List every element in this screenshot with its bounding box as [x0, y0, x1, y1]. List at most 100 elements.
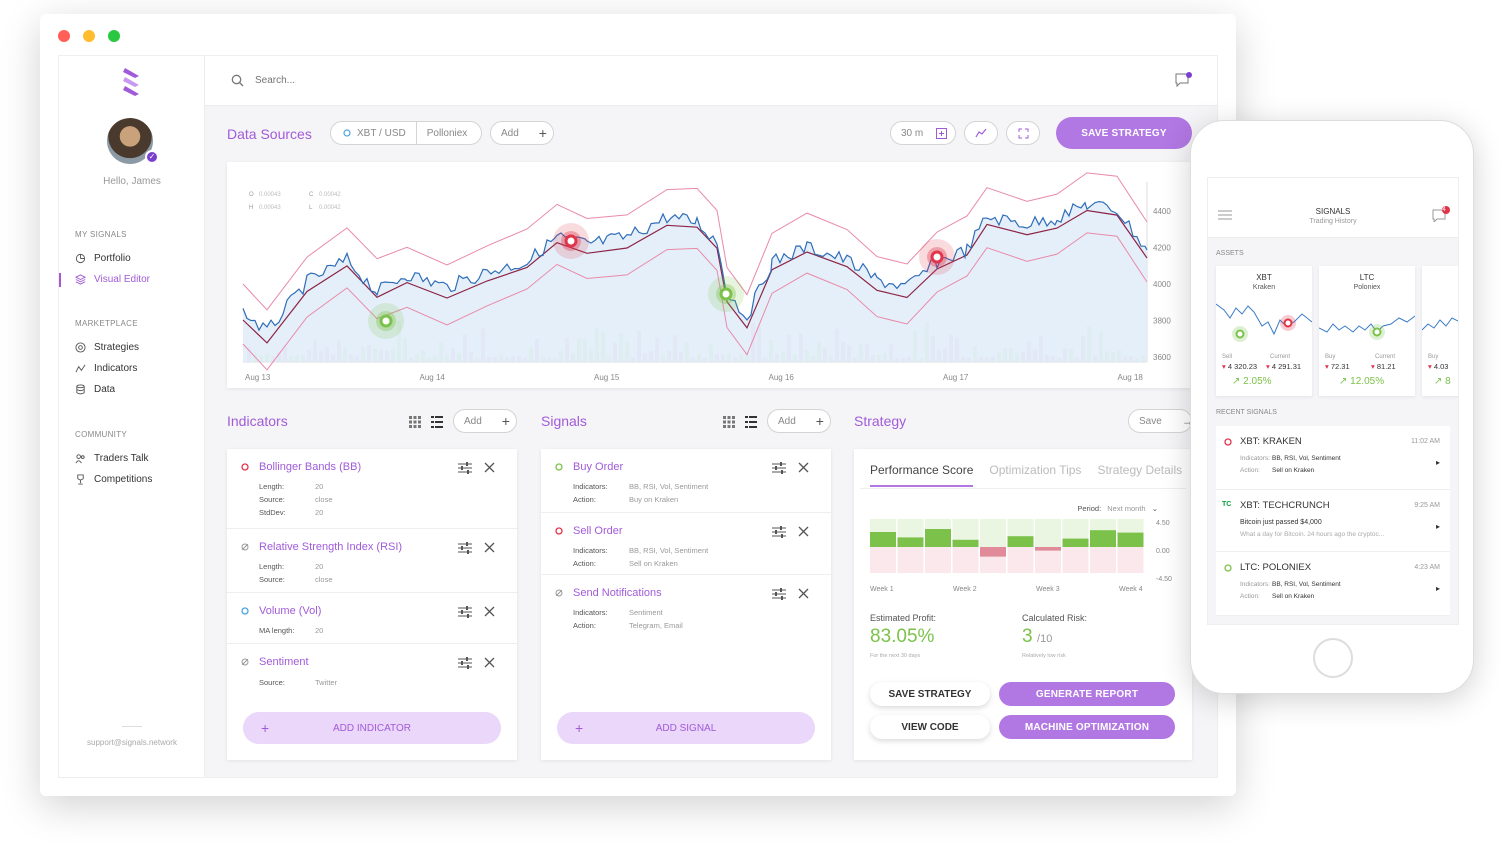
chart-type-button[interactable] — [964, 121, 998, 145]
sidebar-item-competitions[interactable]: Competitions — [75, 474, 152, 485]
search-input[interactable] — [255, 71, 555, 89]
close-icon[interactable] — [798, 526, 809, 537]
price-chart[interactable]: O 0.00043 C 0.00042 H 0.00043 L 0.00042 Aug 13 Au… — [227, 162, 1192, 388]
close-icon[interactable] — [484, 606, 495, 617]
list-item[interactable]: Sell Order Indicators: BB, RSI, Vol, Sent… — [541, 513, 831, 575]
strategy-save-button[interactable]: Save → — [1128, 409, 1194, 433]
grid-view-icon[interactable] — [409, 416, 421, 428]
list-item[interactable]: LTC: POLONIEX 4:23 AM Indicators: BB, RSI… — [1216, 552, 1450, 616]
verified-icon: ✓ — [145, 150, 159, 164]
tab-optimization-tips[interactable]: Optimization Tips — [989, 463, 1082, 477]
signal-name: Send Notifications — [573, 587, 662, 599]
list-item[interactable]: TC XBT: TECHCRUNCH 9:25 AM Bitcoin just … — [1216, 490, 1450, 552]
y-tick-label: 0.00 — [1156, 548, 1170, 555]
price-chart-card: O 0.00043 C 0.00042 H 0.00043 L 0.00042 Aug 13 Au… — [227, 162, 1192, 388]
bar-background-negative — [1062, 547, 1089, 573]
sidebar-item-visual-editor[interactable]: Visual Editor — [75, 274, 150, 285]
save-strategy-button[interactable]: SAVE STRATEGY — [1056, 117, 1192, 149]
bar-background-negative — [897, 547, 924, 573]
settings-sliders-icon[interactable] — [458, 606, 472, 618]
add-indicator-pill[interactable]: Add + — [453, 409, 517, 433]
close-window-button[interactable] — [58, 30, 70, 42]
chat-icon[interactable] — [1175, 72, 1193, 88]
close-icon[interactable] — [798, 462, 809, 473]
bar-background-negative — [1035, 547, 1061, 573]
settings-sliders-icon[interactable] — [458, 462, 472, 474]
period-label: Period: — [1077, 504, 1102, 513]
bar-background-positive — [1035, 519, 1061, 547]
kv-row: Length: 20 — [259, 482, 323, 491]
recent-signals-label: RECENT SIGNALS — [1216, 409, 1277, 416]
week-label: Week 1 — [870, 586, 894, 593]
list-item[interactable]: Relative Strength Index (RSI) Length: 20 … — [227, 529, 517, 593]
sidebar-item-indicators[interactable]: Indicators — [75, 363, 137, 374]
pair-selector[interactable]: XBT / USD Polloniex — [330, 121, 482, 145]
settings-sliders-icon[interactable] — [772, 462, 786, 474]
kv-row: Indicators: BB, RSI, Vol, Sentiment — [1240, 581, 1341, 588]
kv-value: close — [315, 495, 333, 504]
grid-view-icon[interactable] — [723, 416, 735, 428]
asset-card[interactable]: XBT Kraken Sell Current ▾ 4 320.23 ▾ 4 2… — [1216, 266, 1312, 396]
close-icon[interactable] — [484, 542, 495, 553]
kv-value: Buy on Kraken — [629, 495, 679, 504]
settings-sliders-icon[interactable] — [458, 657, 472, 669]
ohlc-value-c: 0.00042 — [319, 192, 341, 198]
exchange-label[interactable]: Polloniex — [426, 127, 468, 139]
add-signal-pill[interactable]: Add + — [767, 409, 831, 433]
generate-report-button[interactable]: GENERATE REPORT — [999, 682, 1175, 706]
data-sources-title: Data Sources — [227, 126, 312, 142]
caret-right-icon[interactable]: ▸ — [1435, 522, 1440, 531]
list-item[interactable]: Bollinger Bands (BB) Length: 20 Source: cl… — [227, 449, 517, 529]
settings-sliders-icon[interactable] — [772, 526, 786, 538]
caret-right-icon[interactable]: ▸ — [1435, 584, 1440, 593]
tab-strategy-details[interactable]: Strategy Details — [1097, 463, 1183, 477]
save-strategy-secondary-button[interactable]: SAVE STRATEGY — [870, 682, 990, 706]
close-icon[interactable] — [484, 657, 495, 668]
machine-optimization-button[interactable]: MACHINE OPTIMIZATION — [999, 715, 1175, 739]
list-view-icon[interactable] — [431, 416, 443, 428]
support-email[interactable]: support@signals.network — [87, 738, 177, 747]
list-item[interactable]: Buy Order Indicators: BB, RSI, Vol, Senti… — [541, 449, 831, 513]
kv-row: Indicators: BB, RSI, Vol, Sentiment — [573, 482, 708, 491]
view-code-button[interactable]: VIEW CODE — [870, 715, 990, 739]
indicators-title: Indicators — [227, 413, 288, 429]
asset-value-1: ▾ 4 320.23 — [1222, 362, 1257, 371]
chat-icon[interactable] — [1432, 206, 1450, 222]
close-icon[interactable] — [484, 462, 495, 473]
kv-row: Indicators: Sentiment — [573, 608, 663, 617]
interval-selector[interactable]: 30 m — [890, 121, 956, 145]
list-item[interactable]: Sentiment Source: Twitter — [227, 644, 517, 696]
list-item[interactable]: Volume (Vol) MA length: 20 — [227, 593, 517, 644]
signal-name: Sell Order — [573, 525, 623, 537]
fullscreen-button[interactable] — [1006, 121, 1040, 145]
close-icon[interactable] — [798, 588, 809, 599]
minimize-window-button[interactable] — [83, 30, 95, 42]
caret-right-icon[interactable]: ▸ — [1435, 458, 1440, 467]
sidebar-item-data[interactable]: Data — [75, 384, 115, 395]
asset-card[interactable]: Buy ▾ 4.03 ↗ 8 — [1422, 266, 1458, 396]
period-selector[interactable]: Period: Next month ⌄ — [1077, 504, 1158, 513]
sidebar-item-strategies[interactable]: Strategies — [75, 342, 139, 353]
maximize-window-button[interactable] — [108, 30, 120, 42]
settings-sliders-icon[interactable] — [772, 588, 786, 600]
menu-icon[interactable] — [1218, 210, 1232, 220]
asset-value-2: ▾ 81.21 — [1371, 362, 1396, 371]
sidebar-item-traders-talk[interactable]: Traders Talk — [75, 453, 148, 464]
tab-performance-score[interactable]: Performance Score — [870, 463, 974, 487]
list-item[interactable]: Send Notifications Indicators: Sentiment … — [541, 575, 831, 639]
settings-sliders-icon[interactable] — [458, 542, 472, 554]
add-indicator-button[interactable]: + ADD INDICATOR — [243, 712, 501, 744]
sidebar-item-portfolio[interactable]: Portfolio — [75, 253, 131, 264]
signal-headline: Bitcoin just passed $4,000 — [1240, 519, 1322, 526]
performance-chart[interactable]: 4.50 0.00 -4.50 Week 1 Week 2 Week 3 Week 4 — [868, 517, 1178, 597]
home-button[interactable] — [1313, 638, 1353, 678]
kv-key: Indicators: — [1240, 455, 1270, 462]
logo-icon[interactable] — [121, 66, 143, 98]
list-item[interactable]: XBT: KRAKEN 11:02 AM Indicators: BB, RSI,… — [1216, 426, 1450, 490]
add-signal-button[interactable]: + ADD SIGNAL — [557, 712, 815, 744]
list-view-icon[interactable] — [745, 416, 757, 428]
active-indicator — [59, 273, 61, 287]
asset-value-1-text: 4.03 — [1433, 362, 1449, 371]
add-source-button[interactable]: Add + — [490, 121, 554, 145]
asset-card[interactable]: LTC Poloniex Buy Current ▾ 72.31 ▾ 81.21… — [1319, 266, 1415, 396]
